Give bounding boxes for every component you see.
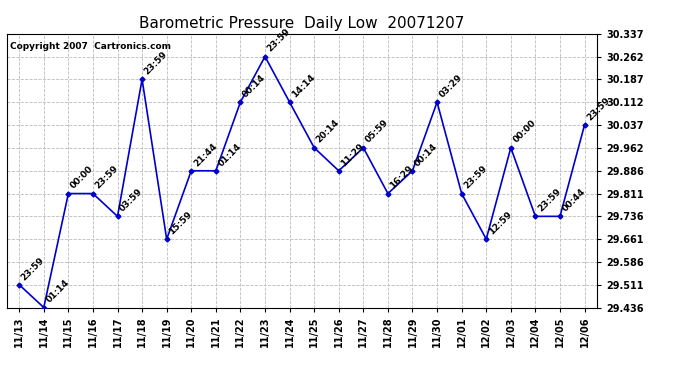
Text: 14:14: 14:14	[290, 72, 317, 99]
Text: 00:44: 00:44	[560, 187, 587, 214]
Text: 01:14: 01:14	[44, 278, 71, 305]
Text: 23:59: 23:59	[20, 255, 46, 282]
Text: 00:14: 00:14	[241, 73, 268, 99]
Text: 21:44: 21:44	[192, 141, 219, 168]
Text: 12:59: 12:59	[487, 210, 513, 236]
Text: 05:59: 05:59	[364, 118, 391, 145]
Text: 03:29: 03:29	[437, 73, 464, 99]
Text: 23:59: 23:59	[462, 164, 489, 191]
Text: 23:59: 23:59	[94, 164, 120, 191]
Text: 16:29: 16:29	[388, 164, 415, 191]
Text: 23:59: 23:59	[585, 95, 612, 122]
Text: 23:59: 23:59	[143, 50, 169, 76]
Text: 03:59: 03:59	[118, 187, 145, 214]
Text: 20:14: 20:14	[315, 118, 342, 145]
Title: Barometric Pressure  Daily Low  20071207: Barometric Pressure Daily Low 20071207	[139, 16, 464, 31]
Text: 00:00: 00:00	[69, 165, 95, 191]
Text: Copyright 2007  Cartronics.com: Copyright 2007 Cartronics.com	[10, 42, 171, 51]
Text: 11:29: 11:29	[339, 141, 366, 168]
Text: 01:14: 01:14	[217, 141, 243, 168]
Text: 23:59: 23:59	[536, 187, 562, 214]
Text: 00:14: 00:14	[413, 141, 440, 168]
Text: 00:00: 00:00	[511, 118, 538, 145]
Text: 15:59: 15:59	[167, 210, 194, 236]
Text: 23:59: 23:59	[266, 27, 293, 54]
